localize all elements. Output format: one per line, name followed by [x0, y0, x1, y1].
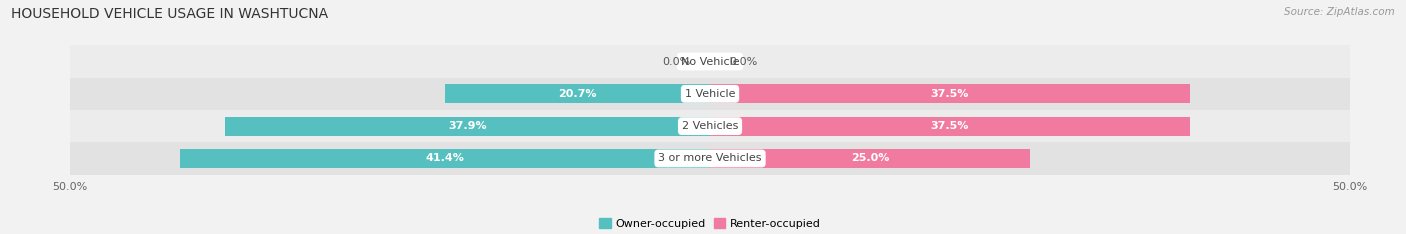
Text: 20.7%: 20.7%: [558, 89, 598, 99]
Bar: [710, 117, 1189, 135]
Text: 3 or more Vehicles: 3 or more Vehicles: [658, 154, 762, 164]
Bar: [70, 45, 1350, 78]
Legend: Owner-occupied, Renter-occupied: Owner-occupied, Renter-occupied: [595, 214, 825, 233]
Bar: [180, 149, 710, 168]
Bar: [446, 84, 710, 103]
Bar: [710, 84, 1189, 103]
Bar: [70, 78, 1350, 110]
Text: 0.0%: 0.0%: [730, 56, 758, 66]
Bar: [225, 117, 710, 135]
Bar: [710, 149, 1029, 168]
Text: 37.5%: 37.5%: [931, 121, 969, 131]
Text: 0.0%: 0.0%: [662, 56, 690, 66]
Text: Source: ZipAtlas.com: Source: ZipAtlas.com: [1284, 7, 1395, 17]
Text: 1 Vehicle: 1 Vehicle: [685, 89, 735, 99]
Bar: [70, 110, 1350, 142]
Bar: [70, 142, 1350, 175]
Text: 41.4%: 41.4%: [426, 154, 464, 164]
Text: 2 Vehicles: 2 Vehicles: [682, 121, 738, 131]
Text: No Vehicle: No Vehicle: [681, 56, 740, 66]
Text: 25.0%: 25.0%: [851, 154, 889, 164]
Text: 37.5%: 37.5%: [931, 89, 969, 99]
Text: 37.9%: 37.9%: [449, 121, 486, 131]
Text: HOUSEHOLD VEHICLE USAGE IN WASHTUCNA: HOUSEHOLD VEHICLE USAGE IN WASHTUCNA: [11, 7, 329, 21]
